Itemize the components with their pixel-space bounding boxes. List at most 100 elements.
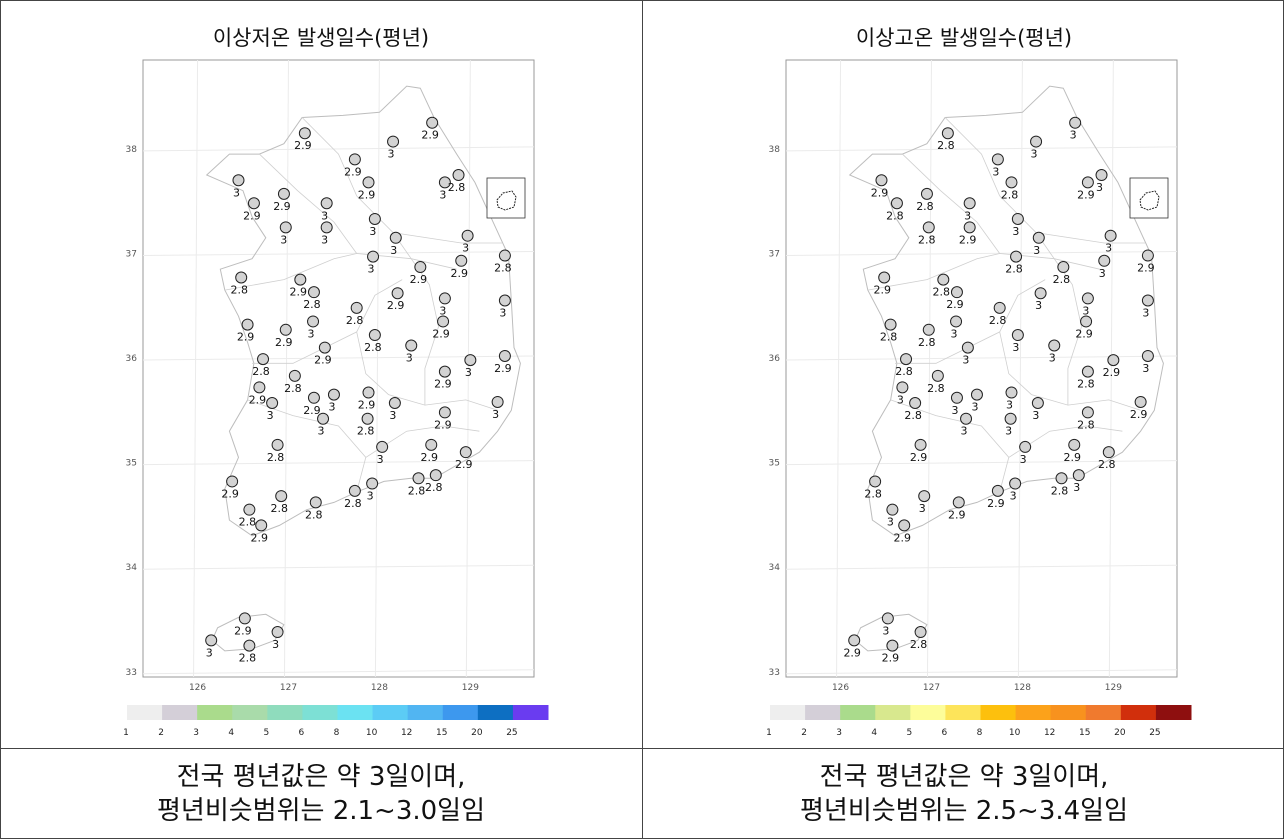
heat-days-map: 126 127 128 129333435363738 2.83332.8 2.932.9… — [643, 0, 1284, 748]
station-marker — [272, 627, 283, 638]
station-marker — [239, 613, 250, 624]
station-marker — [389, 398, 400, 409]
station-value-label: 3 — [1073, 481, 1080, 494]
station-marker — [430, 470, 441, 481]
station-value-label: 3 — [951, 327, 958, 340]
station-value-label: 2.8 — [284, 382, 302, 395]
station-value-label: 3 — [389, 409, 396, 422]
station-value-label: 3 — [1012, 225, 1019, 238]
station-value-label: 2.9 — [358, 188, 376, 201]
station-value-label: 2.8 — [239, 652, 257, 665]
station-value-label: 2.9 — [434, 378, 452, 391]
station-value-label: 3 — [887, 516, 894, 529]
island-inset-box — [487, 178, 525, 218]
station-value-label: 2.8 — [425, 481, 443, 494]
caption-line: 평년비슷범위는 2.1~3.0일임 — [0, 794, 642, 828]
legend-swatch — [770, 705, 806, 720]
station-marker — [971, 389, 982, 400]
station-marker — [951, 316, 962, 327]
legend-swatch — [232, 705, 268, 720]
station-marker — [453, 170, 464, 181]
legend-tick-label: 10 — [1009, 728, 1021, 738]
cold-days-panel: 이상저온 발생일수(평년) 126 127 128 129 33 34 35 36 37 38 2.… — [0, 0, 642, 748]
station-marker — [1006, 387, 1017, 398]
station-value-label: 3 — [206, 646, 213, 659]
legend-tick-label: 6 — [299, 728, 305, 738]
legend-swatch — [373, 705, 409, 720]
legend-tick-label: 8 — [977, 728, 983, 738]
legend-tick-label: 25 — [506, 728, 517, 738]
station-value-label: 2.8 — [230, 284, 248, 297]
station-marker — [439, 366, 450, 377]
station-marker — [1096, 170, 1107, 181]
station-marker — [1103, 447, 1114, 458]
station-value-label: 2.9 — [221, 487, 239, 500]
station-marker — [465, 355, 476, 366]
station-value-label: 3 — [964, 209, 971, 222]
longitude-tick-label: 127 — [923, 683, 940, 693]
station-marker — [923, 324, 934, 335]
station-marker — [1006, 177, 1017, 188]
station-marker — [363, 387, 374, 398]
station-value-label: 2.9 — [314, 354, 332, 367]
station-marker — [992, 154, 1003, 165]
station-value-label: 2.9 — [882, 652, 900, 665]
legend-swatch — [443, 705, 479, 720]
longitude-tick-label: 128 — [1014, 683, 1031, 693]
station-value-label: 3 — [1049, 351, 1056, 364]
station-marker — [499, 250, 510, 261]
station-value-label: 2.8 — [270, 502, 288, 515]
latitude-tick-label: 37 — [769, 249, 780, 259]
station-value-label: 3 — [439, 188, 446, 201]
station-marker — [460, 447, 471, 458]
station-marker — [919, 491, 930, 502]
legend-tick-label: 20 — [471, 728, 483, 738]
station-value-label: 2.9 — [946, 298, 964, 311]
station-marker — [1142, 295, 1153, 306]
station-marker — [276, 491, 287, 502]
station-value-label: 2.9 — [1103, 366, 1121, 379]
station-value-label: 2.9 — [410, 273, 428, 286]
station-marker — [938, 274, 949, 285]
latitude-tick-label: 33 — [126, 668, 137, 678]
station-marker — [849, 635, 860, 646]
caption-line: 전국 평년값은 약 3일이며, — [0, 760, 642, 794]
station-value-label: 2.9 — [434, 418, 452, 431]
station-value-label: 3 — [321, 209, 328, 222]
legend-swatch — [981, 705, 1017, 720]
station-value-label: 2.9 — [843, 646, 861, 659]
station-marker — [932, 370, 943, 381]
caption-line: 평년비슷범위는 2.5~3.4일임 — [643, 794, 1284, 828]
station-value-label: 2.8 — [303, 298, 321, 311]
station-marker — [1082, 407, 1093, 418]
station-marker — [961, 413, 972, 424]
station-value-label: 2.8 — [916, 200, 934, 213]
station-value-label: 2.9 — [1075, 327, 1093, 340]
station-marker — [964, 222, 975, 233]
station-marker — [962, 342, 973, 353]
legend-tick-label: 8 — [334, 728, 340, 738]
station-marker — [367, 478, 378, 489]
station-marker — [964, 198, 975, 209]
station-marker — [242, 319, 253, 330]
legend-swatch — [1051, 705, 1087, 720]
legend-tick-label: 12 — [401, 728, 412, 738]
station-value-label: 3 — [272, 638, 279, 651]
station-marker — [236, 272, 247, 283]
station-value-label: 2.9 — [344, 165, 362, 178]
station-value-label: 3 — [267, 409, 274, 422]
station-marker — [1108, 355, 1119, 366]
station-value-label: 2.8 — [918, 233, 936, 246]
station-value-label: 3 — [1096, 181, 1103, 194]
station-marker — [492, 396, 503, 407]
station-value-label: 2.8 — [933, 286, 951, 299]
station-value-label: 3 — [233, 186, 240, 199]
station-marker — [267, 398, 278, 409]
longitude-tick-label: 127 — [280, 683, 297, 693]
station-value-label: 2.9 — [1137, 262, 1155, 275]
legend-swatch — [302, 705, 338, 720]
cold-days-map: 126 127 128 129333435363738 2.932.92.92.9 32.… — [0, 0, 642, 748]
station-marker — [923, 222, 934, 233]
station-value-label: 2.8 — [1077, 378, 1095, 391]
longitude-tick-label: 129 — [1105, 683, 1122, 693]
